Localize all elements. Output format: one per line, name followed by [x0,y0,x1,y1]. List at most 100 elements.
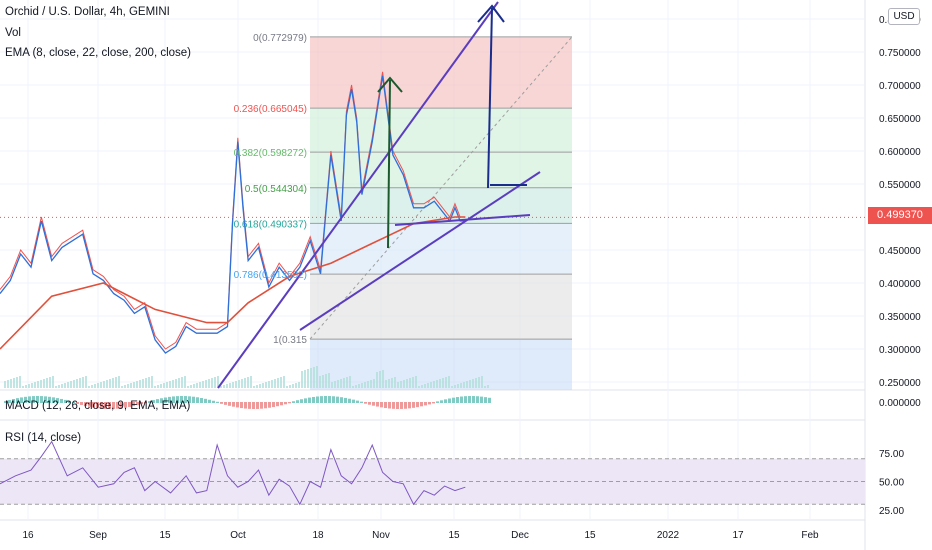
volume-bar [136,381,138,388]
volume-bar [355,385,357,388]
macd-histogram-bar [40,396,43,403]
macd-histogram-bar [172,396,175,403]
volume-bar [289,385,291,388]
macd-histogram-bar [136,402,139,406]
macd-histogram-bar [320,396,323,403]
macd-histogram-bar [292,401,295,403]
macd-histogram-bar [224,402,227,405]
macd-histogram-bar [344,397,347,403]
macd-histogram-bar [216,401,219,403]
fib-level-label: 0.236(0.665045) [234,104,307,115]
volume-bar [436,380,438,388]
volume-bar [91,385,93,388]
macd-histogram-bar [36,396,39,403]
macd-histogram-bar [240,402,243,409]
macd-histogram-bar [464,396,467,403]
macd-histogram-bar [400,402,403,409]
volume-bar [235,381,237,388]
volume-bar [325,374,327,388]
macd-histogram-bar [480,396,483,403]
macd-histogram-bar [228,402,231,406]
macd-histogram-bar [256,402,259,409]
macd-legend[interactable]: MACD (12, 26, close, 9, EMA, EMA) [5,400,191,412]
volume-bar [394,377,396,388]
previous-move-arrow-head [377,76,403,93]
volume-bar [253,386,255,388]
volume-legend[interactable]: Vol [5,27,21,39]
volume-bar [397,382,399,388]
time-tick-label: Nov [372,530,390,541]
macd-histogram-bar [380,402,383,408]
macd-histogram-bar [352,399,355,403]
rsi-tick-label: 75.00 [879,449,904,460]
volume-bar [382,370,384,388]
volume-bar [214,377,216,388]
volume-bar [58,385,60,388]
ema-fast-line [0,75,466,354]
volume-bar [454,385,456,388]
volume-bar [307,369,309,388]
volume-bar [358,384,360,388]
volume-bar [379,371,381,388]
volume-bar [241,379,243,388]
rsi-tick-label: 50.00 [879,478,904,489]
macd-histogram-bar [164,397,167,403]
volume-bar [100,382,102,388]
volume-bar [145,378,147,388]
macd-histogram-bar [232,402,235,407]
volume-bar [160,384,162,388]
macd-histogram-bar [260,402,263,409]
volume-bar [268,381,270,388]
volume-bar [280,377,282,388]
price-tick-label: 0.250000 [879,378,921,389]
volume-bar [199,382,201,388]
macd-histogram-bar [156,399,159,403]
macd-histogram-bar [284,402,287,405]
last-price-tag: 0.499370 [868,207,932,224]
volume-bar [22,386,24,388]
price-tick-label: 0.550000 [879,180,921,191]
symbol-title[interactable]: Orchid / U.S. Dollar, 4h, GEMINI [5,6,170,18]
ema-legend[interactable]: EMA (8, close, 22, close, 200, close) [5,47,192,59]
macd-histogram-bar [212,400,215,403]
volume-bar [31,383,33,388]
volume-bar [451,386,453,388]
macd-histogram-bar [412,402,415,408]
macd-histogram-bar [96,402,99,409]
volume-bar [403,380,405,388]
macd-histogram-bar [80,402,83,405]
currency-badge[interactable]: USD [888,8,920,25]
time-tick-label: Oct [230,530,246,541]
macd-histogram-bar [448,398,451,403]
macd-histogram-bar [100,402,103,409]
fib-zone [310,223,572,275]
macd-histogram-bar [328,396,331,403]
volume-bar [118,376,120,388]
macd-histogram-bar [348,398,351,403]
macd-histogram-bar [420,402,423,407]
volume-bar [292,384,294,388]
rsi-band [0,458,865,505]
macd-histogram-bar [472,396,475,403]
volume-bar [361,383,363,388]
volume-bar [4,381,6,388]
volume-bar [475,378,477,388]
rsi-legend[interactable]: RSI (14, close) [5,432,82,444]
time-tick-label: Dec [511,530,529,541]
macd-histogram-bar [140,402,143,405]
macd-histogram-bar [432,402,435,404]
macd-histogram-bar [16,398,19,403]
macd-histogram-bar [336,396,339,403]
macd-histogram-bar [68,400,71,403]
volume-bar [322,375,324,388]
volume-bar [283,376,285,388]
volume-bar [115,377,117,388]
volume-bar [400,381,402,388]
macd-histogram-bar [208,399,211,403]
volume-bar [82,377,84,388]
macd-pane [4,396,491,409]
volume-bar [172,380,174,388]
user-drawings[interactable] [217,1,541,389]
fib-zone [310,152,572,188]
